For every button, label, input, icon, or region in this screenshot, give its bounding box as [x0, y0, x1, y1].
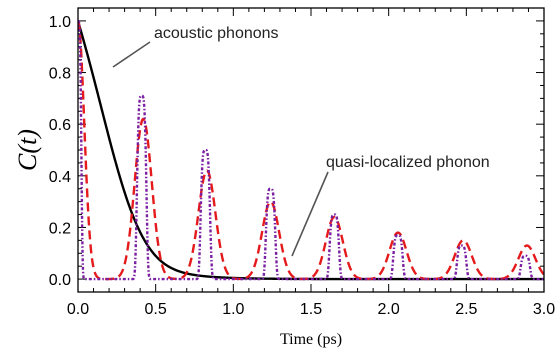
plot-frame: [77, 7, 545, 293]
y-tick-label: 0.2: [49, 220, 71, 237]
annotation-acoustic: acoustic phonons: [154, 25, 279, 42]
y-axis-label: C(t): [13, 129, 42, 171]
series-line-purple-dotted: [78, 19, 544, 281]
y-tick-label: 0.0: [49, 272, 71, 289]
x-axis-label: Time (ps): [280, 331, 342, 348]
y-tick-labels: 0.0 0.2 0.4 0.6 0.8 1.0: [49, 14, 71, 289]
annotation-arrow-acoustic: [112, 41, 151, 68]
x-tick-label: 1.0: [222, 301, 244, 318]
y-ticks: [78, 20, 544, 280]
plot-lines: [78, 19, 544, 281]
x-tick-label: 2.5: [455, 301, 477, 318]
x-tick-label: 2.0: [378, 301, 400, 318]
x-tick-label: 0.0: [67, 301, 89, 318]
x-tick-label: 0.5: [145, 301, 167, 318]
x-tick-labels: 0.0 0.5 1.0 1.5 2.0 2.5 3.0: [67, 301, 555, 318]
annotation-arrow-quasi-localized: [291, 171, 329, 257]
y-tick-label: 0.8: [49, 66, 71, 83]
x-tick-label: 1.5: [300, 301, 322, 318]
y-tick-label: 0.6: [49, 117, 71, 134]
x-tick-label: 3.0: [533, 301, 555, 318]
annotation-quasi-localized: quasi-localized phonon: [326, 154, 490, 171]
y-tick-label: 0.4: [49, 169, 71, 186]
series-line-red-dashed: [78, 20, 544, 281]
y-tick-label: 1.0: [49, 14, 71, 31]
